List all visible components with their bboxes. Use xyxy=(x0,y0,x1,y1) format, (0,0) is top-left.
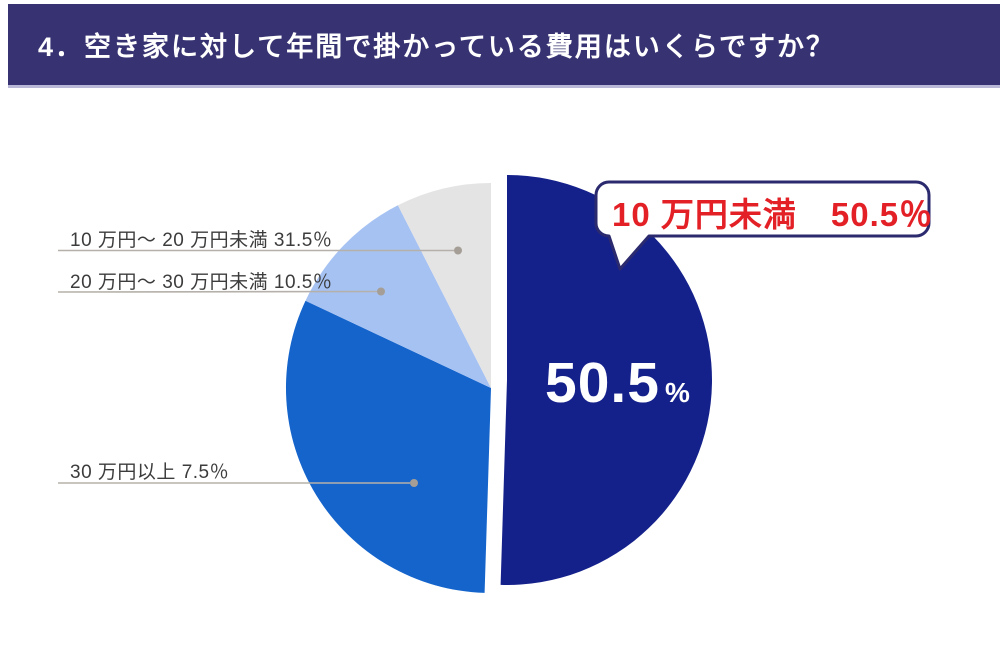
slice-label-over30: 30 万円以上 7.5％ xyxy=(70,462,230,483)
leader-dot xyxy=(377,287,385,296)
leader-dot xyxy=(410,479,418,487)
question-title: 4．空き家に対して年間で掛かっている費用はいくらですか？ xyxy=(38,32,836,62)
pie-slice-1 xyxy=(285,300,491,593)
question-header: 4．空き家に対して年間で掛かっている費用はいくらですか？ xyxy=(8,4,1000,88)
leader-dot xyxy=(454,246,462,255)
leader-line-slice-7-5 xyxy=(58,479,418,487)
slice-label-10to20: 10 万円〜 20 万円未満 31.5％ xyxy=(70,230,333,251)
slice-value-number: 50.5 xyxy=(545,351,660,415)
callout-label: 10 万円未満 50.5％ xyxy=(612,196,934,233)
leader-line-slice-10-5 xyxy=(57,287,385,296)
leader-line-slice-31-5 xyxy=(58,246,462,255)
slice-label-20to30: 20 万円〜 30 万円未満 10.5％ xyxy=(70,272,333,293)
callout-bubble xyxy=(594,180,931,271)
pie-slice-3 xyxy=(397,182,491,388)
slice-value-label: 50.5 % xyxy=(545,350,690,416)
slice-value-percent-sign: % xyxy=(664,377,690,408)
pie-slice-0 xyxy=(500,175,713,586)
leader-line xyxy=(57,290,378,293)
